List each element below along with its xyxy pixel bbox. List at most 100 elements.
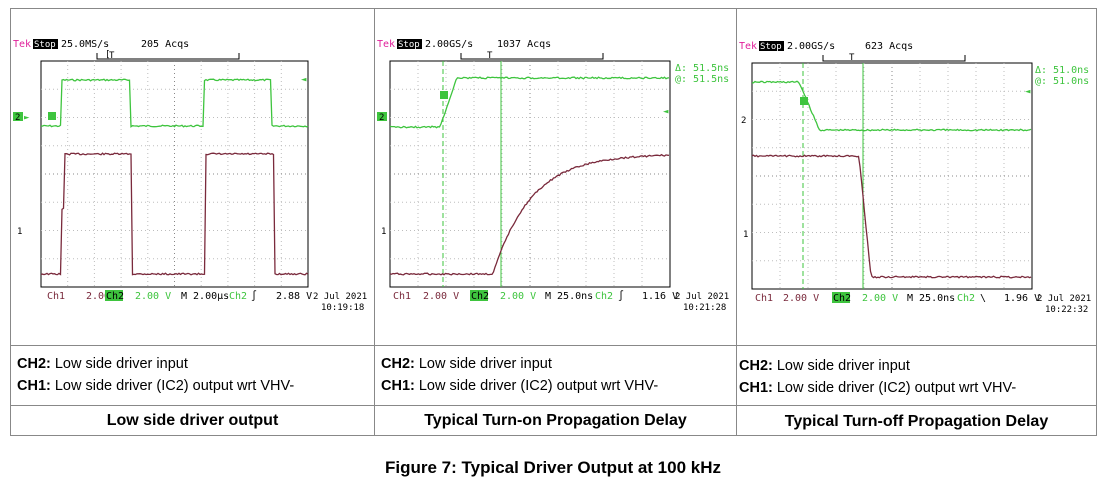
trigger-slope: ∫ bbox=[251, 290, 257, 302]
time: 10:21:28 bbox=[683, 303, 726, 313]
panel-title-turn-off: Typical Turn-off Propagation Delay bbox=[737, 405, 1096, 435]
ch1-scale: 2.00 V bbox=[86, 291, 122, 302]
desc-ch1: CH1: Low side driver (IC2) output wrt VH… bbox=[739, 380, 1017, 396]
scope-screenshot-low-side: Tek Stop 25.0MS/s 205 Acqs [ T 2 ► 1 ◄ C… bbox=[11, 9, 374, 345]
ch1-ground-marker: 1 bbox=[743, 230, 748, 240]
panel-turn-off: Tek Stop 2.00GS/s 623 Acqs T 2 1 ◄ Δ: 51… bbox=[736, 9, 1096, 435]
graticule-grid bbox=[752, 63, 1032, 289]
description-low-side: CH2: Low side driver input CH1: Low side… bbox=[11, 345, 374, 405]
ch1-label: Ch1 bbox=[47, 291, 65, 302]
svg-text:T: T bbox=[109, 51, 115, 61]
figure-caption: Figure 7: Typical Driver Output at 100 k… bbox=[385, 458, 721, 477]
timebase: M 25.0ns bbox=[545, 291, 593, 302]
desc-ch2: CH2: Low side driver input bbox=[381, 356, 552, 372]
time: 10:22:32 bbox=[1045, 305, 1088, 315]
graticule-grid bbox=[390, 61, 670, 287]
trigger-level-marker: ◄ bbox=[663, 107, 669, 117]
trigger-point-marker bbox=[800, 97, 808, 105]
cursor-position: @: 51.5ns bbox=[675, 74, 729, 85]
ch1-trace bbox=[389, 153, 670, 276]
tek-logo: Tek bbox=[13, 39, 31, 50]
trigger-channel: Ch2 bbox=[957, 293, 975, 304]
ch1-label: Ch1 bbox=[755, 293, 773, 304]
graticule-grid bbox=[41, 61, 308, 287]
scope-display: Tek Stop 2.00GS/s 623 Acqs T 2 1 ◄ Δ: 51… bbox=[739, 41, 1091, 315]
panel-turn-on: Tek Stop 2.00GS/s 1037 Acqs T 2 1 ◄ Δ: 5… bbox=[374, 9, 736, 435]
ch2-trace bbox=[40, 78, 309, 128]
svg-text:T: T bbox=[487, 51, 493, 61]
tek-logo: Tek bbox=[739, 41, 757, 52]
record-bracket bbox=[96, 53, 240, 60]
ch2-label: Ch2 bbox=[471, 291, 489, 302]
trigger-slope: ∫ bbox=[618, 290, 624, 302]
time: 10:19:18 bbox=[321, 303, 364, 313]
ch2-ground-marker: 2 bbox=[379, 113, 384, 123]
trigger-level: 1.16 V bbox=[642, 291, 678, 302]
ch2-label-bg bbox=[105, 290, 123, 301]
panel-title-low-side: Low side driver output bbox=[11, 405, 374, 435]
date: 2 Jul 2021 bbox=[1037, 294, 1091, 304]
ch1-ground-marker: 1 bbox=[381, 227, 386, 237]
sample-rate: 2.00GS/s bbox=[787, 41, 835, 52]
stop-badge: Stop bbox=[760, 42, 782, 52]
tek-logo: Tek bbox=[377, 39, 395, 50]
ch2-ground-marker-bg bbox=[13, 112, 23, 121]
record-bracket bbox=[460, 53, 604, 60]
ch2-trace bbox=[389, 76, 670, 129]
figure-table: Tek Stop 25.0MS/s 205 Acqs [ T 2 ► 1 ◄ C… bbox=[10, 8, 1097, 436]
ch1-ground-marker: 1 bbox=[17, 227, 22, 237]
ch2-label: Ch2 bbox=[833, 293, 851, 304]
scope-display: Tek Stop 25.0MS/s 205 Acqs [ T 2 ► 1 ◄ C… bbox=[13, 39, 367, 313]
acq-count: 205 Acqs bbox=[141, 39, 189, 50]
scope-screenshot-turn-off: Tek Stop 2.00GS/s 623 Acqs T 2 1 ◄ Δ: 51… bbox=[737, 9, 1096, 345]
stop-badge: Stop bbox=[34, 40, 56, 50]
ch2-label: Ch2 bbox=[106, 291, 124, 302]
ch1-label: Ch1 bbox=[393, 291, 411, 302]
trigger-point-marker bbox=[440, 91, 448, 99]
desc-ch2: CH2: Low side driver input bbox=[739, 358, 910, 374]
bracket-t-marker: [ bbox=[105, 50, 110, 60]
cursor-delta: Δ: 51.0ns bbox=[1035, 65, 1089, 76]
description-turn-on: CH2: Low side driver input CH1: Low side… bbox=[375, 345, 736, 405]
desc-ch2: CH2: Low side driver input bbox=[17, 356, 188, 372]
desc-ch1: CH1: Low side driver (IC2) output wrt VH… bbox=[381, 378, 659, 394]
cursor-position: @: 51.0ns bbox=[1035, 76, 1089, 87]
trigger-point-marker bbox=[48, 112, 56, 120]
trigger-level: 1.96 V bbox=[1004, 293, 1040, 304]
ch2-scale: 2.00 V bbox=[135, 291, 171, 302]
trigger-level-marker: ◄ bbox=[301, 75, 307, 85]
sample-rate: 2.00GS/s bbox=[425, 39, 473, 50]
date: 2 Jul 2021 bbox=[675, 292, 729, 302]
record-bracket bbox=[822, 55, 966, 62]
stop-badge: Stop bbox=[398, 40, 420, 50]
sample-rate: 25.0MS/s bbox=[61, 39, 109, 50]
ch2-trace bbox=[751, 80, 1032, 132]
acq-count: 1037 Acqs bbox=[497, 39, 551, 50]
trigger-level-marker: ◄ bbox=[1025, 87, 1031, 97]
acq-count: 623 Acqs bbox=[865, 41, 913, 52]
ch1-trace bbox=[40, 152, 309, 276]
ch2-scale: 2.00 V bbox=[862, 293, 898, 304]
scope-display: Tek Stop 2.00GS/s 1037 Acqs T 2 1 ◄ Δ: 5… bbox=[377, 39, 729, 313]
svg-text:►: ► bbox=[24, 113, 30, 123]
svg-text:T: T bbox=[849, 53, 855, 63]
trigger-level: 2.88 V bbox=[276, 291, 312, 302]
ch1-scale: 2.00 V bbox=[423, 291, 459, 302]
panel-low-side: Tek Stop 25.0MS/s 205 Acqs [ T 2 ► 1 ◄ C… bbox=[11, 9, 374, 435]
ch2-scale: 2.00 V bbox=[500, 291, 536, 302]
ch1-trace bbox=[751, 154, 1032, 279]
timebase: M 25.0ns bbox=[907, 293, 955, 304]
scope-screenshot-turn-on: Tek Stop 2.00GS/s 1037 Acqs T 2 1 ◄ Δ: 5… bbox=[375, 9, 736, 345]
timebase: M 2.00µs bbox=[181, 291, 229, 302]
trigger-channel: Ch2 bbox=[229, 291, 247, 302]
ch1-scale: 2.00 V bbox=[783, 293, 819, 304]
cursor-delta: Δ: 51.5ns bbox=[675, 63, 729, 74]
stop-badge-bg bbox=[33, 39, 58, 49]
desc-ch1: CH1: Low side driver (IC2) output wrt VH… bbox=[17, 378, 295, 394]
trigger-channel: Ch2 bbox=[595, 291, 613, 302]
panel-title-turn-on: Typical Turn-on Propagation Delay bbox=[375, 405, 736, 435]
ch2-ground-marker: 2 bbox=[15, 113, 20, 123]
trigger-slope: \ bbox=[980, 293, 986, 304]
date: 2 Jul 2021 bbox=[313, 292, 367, 302]
ch2-ground-marker: 2 bbox=[741, 116, 746, 126]
